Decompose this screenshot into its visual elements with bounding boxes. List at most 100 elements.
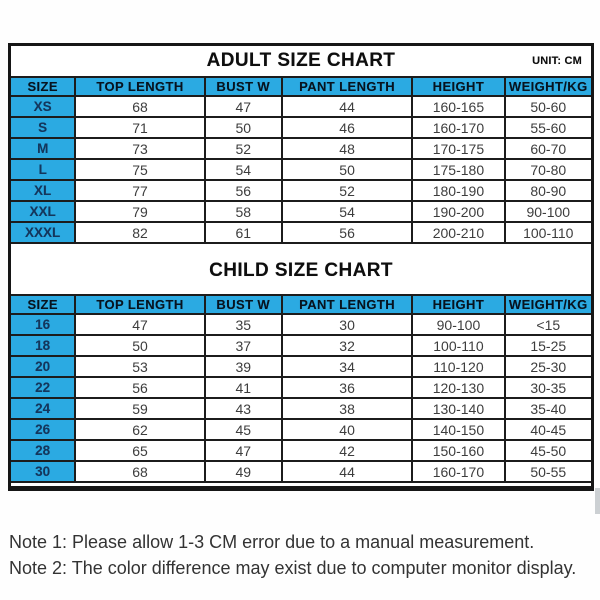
column-header-cell: WEIGHT/KG [503, 76, 591, 97]
chart-title: CHILD SIZE CHART [209, 259, 393, 281]
value-cell: 140-150 [411, 418, 506, 441]
value-cell: 60-70 [503, 137, 591, 160]
value-cell: 62 [74, 418, 206, 441]
value-cell: 56 [203, 179, 283, 202]
value-cell: 61 [203, 221, 283, 244]
size-cell: XL [11, 179, 77, 202]
value-cell: 150-160 [411, 439, 506, 462]
column-header-cell: SIZE [11, 76, 77, 97]
value-cell: 43 [203, 397, 283, 420]
value-cell: 38 [280, 397, 414, 420]
value-cell: <15 [503, 313, 591, 336]
value-cell: 71 [74, 116, 206, 139]
column-header-cell: PANT LENGTH [280, 294, 414, 315]
table-row: 16 47 35 30 90-100 <15 [11, 313, 591, 336]
value-cell: 52 [203, 137, 283, 160]
table-row: XXL 79 58 54 190-200 90-100 [11, 200, 591, 223]
right-edge-artifact [595, 488, 600, 514]
size-cell: M [11, 137, 77, 160]
column-header-cell: TOP LENGTH [74, 76, 206, 97]
value-cell: 39 [203, 355, 283, 378]
column-header-cell: SIZE [11, 294, 77, 315]
value-cell: 46 [280, 116, 414, 139]
chart-title: ADULT SIZE CHART [206, 50, 396, 71]
value-cell: 80-90 [503, 179, 591, 202]
value-cell: 54 [280, 200, 414, 223]
column-header-cell: BUST W [203, 76, 283, 97]
value-cell: 53 [74, 355, 206, 378]
value-cell: 47 [74, 313, 206, 336]
value-cell: 50 [74, 334, 206, 357]
value-cell: 30 [280, 313, 414, 336]
value-cell: 41 [203, 376, 283, 399]
value-cell: 58 [203, 200, 283, 223]
size-cell: 16 [11, 313, 77, 336]
note-line: Note 1: Please allow 1-3 CM error due to… [9, 532, 535, 552]
size-cell: 18 [11, 334, 77, 357]
size-cell: 26 [11, 418, 77, 441]
value-cell: 110-120 [411, 355, 506, 378]
table-row: M 73 52 48 170-175 60-70 [11, 137, 591, 160]
value-cell: 68 [74, 95, 206, 118]
size-cell: XXL [11, 200, 77, 223]
value-cell: 44 [280, 460, 414, 483]
value-cell: 47 [203, 95, 283, 118]
value-cell: 48 [280, 137, 414, 160]
value-cell: 56 [280, 221, 414, 244]
child-size-chart-table: CHILD SIZE CHART SIZE TOP LENGTH BUST W PAN… [11, 244, 591, 483]
value-cell: 82 [74, 221, 206, 244]
value-cell: 34 [280, 355, 414, 378]
size-cell: 30 [11, 460, 77, 483]
column-header-cell: HEIGHT [411, 76, 506, 97]
column-header-row: SIZE TOP LENGTH BUST W PANT LENGTH HEIGHT WEI… [11, 76, 591, 97]
column-header-cell: BUST W [203, 294, 283, 315]
value-cell: 70-80 [503, 158, 591, 181]
column-header-row: SIZE TOP LENGTH BUST W PANT LENGTH HEIGHT WEI… [11, 294, 591, 315]
table-row: 22 56 41 36 120-130 30-35 [11, 376, 591, 399]
value-cell: 55-60 [503, 116, 591, 139]
value-cell: 175-180 [411, 158, 506, 181]
adult-size-chart-table: ADULT SIZE CHART UNIT: CM SIZE TOP LENGTH… [11, 46, 591, 244]
value-cell: 120-130 [411, 376, 506, 399]
size-cell: 28 [11, 439, 77, 462]
column-header-cell: WEIGHT/KG [503, 294, 591, 315]
value-cell: 25-30 [503, 355, 591, 378]
size-cell: XS [11, 95, 77, 118]
unit-label: UNIT: CM [532, 55, 582, 67]
value-cell: 65 [74, 439, 206, 462]
value-cell: 45 [203, 418, 283, 441]
size-cell: 20 [11, 355, 77, 378]
value-cell: 160-165 [411, 95, 506, 118]
column-header-cell: TOP LENGTH [74, 294, 206, 315]
size-cell: XXXL [11, 221, 77, 244]
table-row: XS 68 47 44 160-165 50-60 [11, 95, 591, 118]
size-chart-panel: ADULT SIZE CHART UNIT: CM SIZE TOP LENGTH… [8, 43, 594, 491]
value-cell: 200-210 [411, 221, 506, 244]
size-cell: S [11, 116, 77, 139]
value-cell: 52 [280, 179, 414, 202]
note-line: Note 2: The color difference may exist d… [9, 558, 577, 578]
value-cell: 50 [280, 158, 414, 181]
table-row: XXXL 82 61 56 200-210 100-110 [11, 221, 591, 244]
value-cell: 35 [203, 313, 283, 336]
value-cell: 90-100 [411, 313, 506, 336]
value-cell: 130-140 [411, 397, 506, 420]
value-cell: 42 [280, 439, 414, 462]
value-cell: 100-110 [503, 221, 591, 244]
value-cell: 160-170 [411, 460, 506, 483]
value-cell: 45-50 [503, 439, 591, 462]
value-cell: 75 [74, 158, 206, 181]
value-cell: 44 [280, 95, 414, 118]
table-row: 24 59 43 38 130-140 35-40 [11, 397, 591, 420]
value-cell: 40 [280, 418, 414, 441]
value-cell: 54 [203, 158, 283, 181]
value-cell: 40-45 [503, 418, 591, 441]
table-row: 26 62 45 40 140-150 40-45 [11, 418, 591, 441]
value-cell: 47 [203, 439, 283, 462]
value-cell: 30-35 [503, 376, 591, 399]
value-cell: 50 [203, 116, 283, 139]
value-cell: 15-25 [503, 334, 591, 357]
table-row: 30 68 49 44 160-170 50-55 [11, 460, 591, 483]
table-row: 18 50 37 32 100-110 15-25 [11, 334, 591, 357]
size-cell: 24 [11, 397, 77, 420]
